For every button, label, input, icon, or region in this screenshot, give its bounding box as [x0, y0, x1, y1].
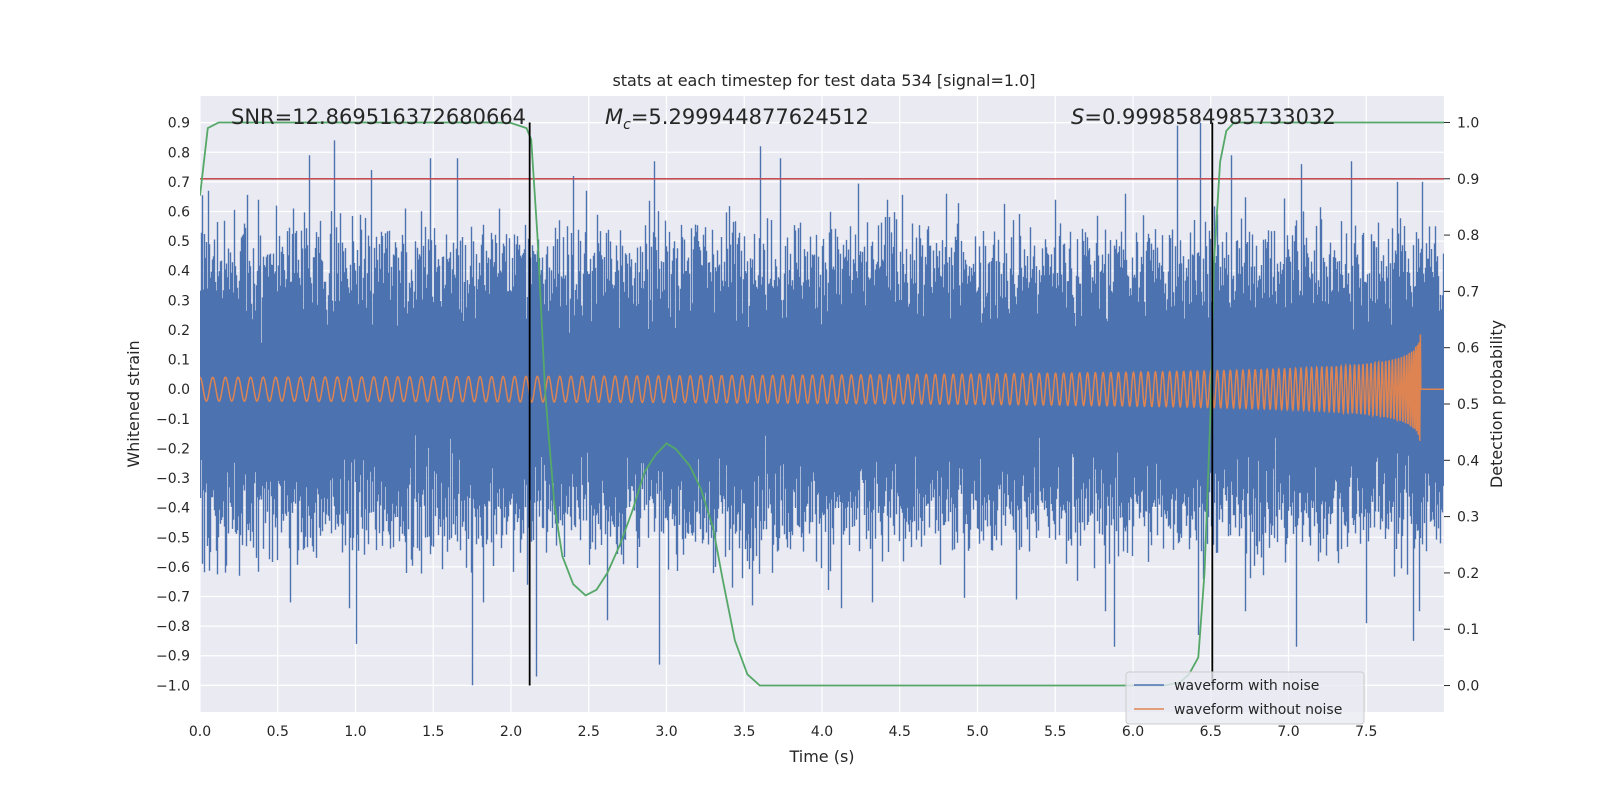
- y-left-tick-label: 0.7: [168, 175, 190, 191]
- legend-label-clean: waveform without noise: [1174, 702, 1342, 718]
- x-tick-label: 7.5: [1355, 724, 1377, 740]
- y-left-tick-label: −0.9: [156, 649, 190, 665]
- legend: waveform with noise waveform without noi…: [1125, 671, 1365, 725]
- score-value: =0.9998584985733032: [1084, 105, 1335, 129]
- y-right-tick-label: 0.0: [1457, 679, 1479, 695]
- y-left-tick-label: −0.3: [156, 471, 190, 487]
- y-left-tick-label: −0.4: [156, 501, 190, 517]
- y-left-tick-label: −1.0: [156, 678, 190, 694]
- ticks: 0.0 0.5 1.0 1.5 2.0 2.5 3.0 3.5 4.0 4.5 5.0 5.5 6.0 6…: [156, 115, 1479, 740]
- score-symbol: S: [1071, 105, 1084, 129]
- y-left-tick-label: 0.4: [168, 264, 190, 280]
- y-left-tick-label: −0.6: [156, 560, 190, 576]
- y-left-tick-label: 0.8: [168, 145, 190, 161]
- y-axis-right-label: Detection probability: [1487, 320, 1506, 488]
- legend-box: [1125, 671, 1365, 725]
- x-tick-label: 2.5: [578, 724, 600, 740]
- x-tick-label: 5.0: [966, 724, 988, 740]
- x-tick-label: 1.5: [422, 724, 444, 740]
- chirp-mass-subscript: c: [623, 117, 631, 133]
- x-tick-label: 2.0: [500, 724, 522, 740]
- y-left-tick-label: 0.3: [168, 293, 190, 309]
- y-left-tick-label: 0.1: [168, 353, 190, 369]
- y-left-tick-label: 0.0: [168, 382, 190, 398]
- chirp-mass-annotation: Mc=5.299944877624512: [605, 105, 869, 133]
- x-axis-label: Time (s): [788, 747, 854, 766]
- chart-title: stats at each timestep for test data 534…: [612, 71, 1035, 90]
- score-annotation: S=0.9998584985733032: [1071, 105, 1336, 129]
- y-left-tick-label: 0.9: [168, 116, 190, 132]
- x-tick-label: 4.0: [811, 724, 833, 740]
- y-right-tick-label: 0.2: [1457, 566, 1479, 582]
- y-axis-left-label: Whitened strain: [124, 340, 143, 467]
- y-right-tick-label: 1.0: [1457, 115, 1479, 131]
- x-tick-label: 3.0: [655, 724, 677, 740]
- y-left-tick-label: −0.7: [156, 590, 190, 606]
- y-left-tick-label: −0.5: [156, 530, 190, 546]
- y-right-tick-label: 0.7: [1457, 284, 1479, 300]
- series-group: [200, 121, 1444, 687]
- x-tick-label: 0.0: [189, 724, 211, 740]
- y-left-tick-label: −0.8: [156, 619, 190, 635]
- x-tick-label: 3.5: [733, 724, 755, 740]
- y-left-tick-label: −0.2: [156, 441, 190, 457]
- chirp-mass-symbol: M: [605, 105, 623, 129]
- y-right-tick-label: 0.5: [1457, 397, 1479, 413]
- x-tick-label: 1.0: [344, 724, 366, 740]
- y-left-tick-label: 0.2: [168, 323, 190, 339]
- y-left-tick-label: 0.5: [168, 234, 190, 250]
- x-tick-label: 7.0: [1277, 724, 1299, 740]
- x-tick-label: 6.5: [1200, 724, 1222, 740]
- y-right-tick-label: 0.3: [1457, 510, 1479, 526]
- x-tick-label: 4.5: [889, 724, 911, 740]
- x-tick-label: 5.5: [1044, 724, 1066, 740]
- y-left-tick-label: −0.1: [156, 412, 190, 428]
- chirp-mass-value: =5.299944877624512: [631, 105, 869, 129]
- x-tick-label: 6.0: [1122, 724, 1144, 740]
- detection-probability-line: [200, 121, 1444, 687]
- waveform-without-noise-line: [200, 334, 1444, 441]
- snr-annotation: SNR=12.869516372680664: [231, 105, 526, 129]
- y-left-tick-label: 0.6: [168, 205, 190, 221]
- y-right-tick-label: 0.9: [1457, 172, 1479, 188]
- y-right-tick-label: 0.4: [1457, 453, 1479, 469]
- y-right-tick-label: 0.6: [1457, 341, 1479, 357]
- y-right-tick-label: 0.8: [1457, 228, 1479, 244]
- y-right-tick-label: 0.1: [1457, 622, 1479, 638]
- legend-label-noise: waveform with noise: [1174, 678, 1319, 694]
- x-tick-label: 0.5: [267, 724, 289, 740]
